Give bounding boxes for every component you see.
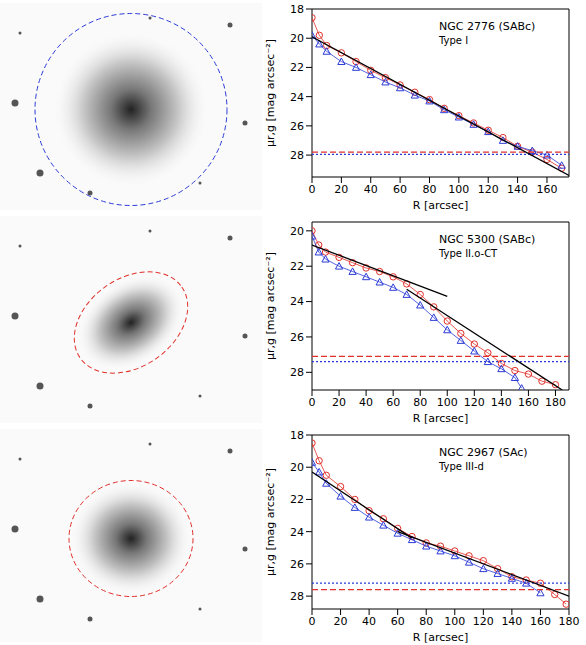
svg-text:24: 24 xyxy=(290,91,304,104)
svg-text:40: 40 xyxy=(362,615,376,628)
svg-text:40: 40 xyxy=(359,396,373,409)
html-text:Type III-d: Type III-d xyxy=(439,461,484,472)
html-text:Type II.o-CT: Type II.o-CT xyxy=(439,248,498,259)
svg-text:100: 100 xyxy=(448,183,469,196)
html-text:Type I: Type I xyxy=(439,35,469,46)
svg-text:R [arcsec]: R [arcsec] xyxy=(413,631,468,644)
svg-text:28: 28 xyxy=(290,149,304,162)
svg-text:0: 0 xyxy=(309,183,316,196)
svg-text:26: 26 xyxy=(290,331,304,344)
svg-text:140: 140 xyxy=(507,183,528,196)
svg-text:20: 20 xyxy=(334,183,348,196)
svg-text:80: 80 xyxy=(413,396,427,409)
svg-text:24: 24 xyxy=(290,526,304,539)
svg-text:60: 60 xyxy=(393,183,407,196)
svg-text:20: 20 xyxy=(290,461,304,474)
svg-text:μr,g [mag arcsec⁻²]: μr,g [mag arcsec⁻²] xyxy=(264,468,277,576)
svg-text:100: 100 xyxy=(444,615,465,628)
html-text:NGC 2967 (SAc): NGC 2967 (SAc) xyxy=(439,446,528,459)
svg-text:20: 20 xyxy=(290,225,304,238)
svg-text:180: 180 xyxy=(545,396,566,409)
svg-text:100: 100 xyxy=(437,396,458,409)
svg-text:160: 160 xyxy=(518,396,539,409)
svg-text:0: 0 xyxy=(309,396,316,409)
html-text:NGC 5300 (SABc): NGC 5300 (SABc) xyxy=(439,233,536,246)
svg-text:26: 26 xyxy=(290,558,304,571)
svg-text:80: 80 xyxy=(422,183,436,196)
svg-text:120: 120 xyxy=(478,183,499,196)
svg-text:26: 26 xyxy=(290,120,304,133)
svg-text:28: 28 xyxy=(290,590,304,603)
svg-text:R [arcsec]: R [arcsec] xyxy=(413,412,468,425)
svg-text:120: 120 xyxy=(473,615,494,628)
svg-text:22: 22 xyxy=(290,260,304,273)
svg-text:R [arcsec]: R [arcsec] xyxy=(413,199,468,212)
svg-text:18: 18 xyxy=(290,3,304,16)
svg-text:140: 140 xyxy=(491,396,512,409)
svg-text:18: 18 xyxy=(290,429,304,442)
svg-text:180: 180 xyxy=(559,615,580,628)
html-text:NGC 2776 (SABc): NGC 2776 (SABc) xyxy=(439,20,536,33)
svg-text:22: 22 xyxy=(290,61,304,74)
svg-text:28: 28 xyxy=(290,366,304,379)
svg-text:80: 80 xyxy=(419,615,433,628)
svg-text:20: 20 xyxy=(334,615,348,628)
svg-text:24: 24 xyxy=(290,295,304,308)
svg-text:0: 0 xyxy=(309,615,316,628)
svg-text:160: 160 xyxy=(536,183,557,196)
svg-text:60: 60 xyxy=(386,396,400,409)
svg-text:20: 20 xyxy=(332,396,346,409)
svg-text:22: 22 xyxy=(290,493,304,506)
svg-text:μr,g [mag arcsec⁻²]: μr,g [mag arcsec⁻²] xyxy=(264,252,277,360)
svg-text:140: 140 xyxy=(501,615,522,628)
svg-text:20: 20 xyxy=(290,32,304,45)
svg-text:60: 60 xyxy=(391,615,405,628)
svg-text:40: 40 xyxy=(364,183,378,196)
svg-text:160: 160 xyxy=(530,615,551,628)
svg-text:120: 120 xyxy=(464,396,485,409)
svg-text:μr,g [mag arcsec⁻²]: μr,g [mag arcsec⁻²] xyxy=(264,39,277,147)
